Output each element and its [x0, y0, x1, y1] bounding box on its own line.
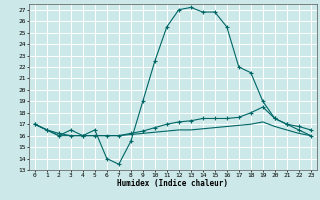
X-axis label: Humidex (Indice chaleur): Humidex (Indice chaleur)	[117, 179, 228, 188]
